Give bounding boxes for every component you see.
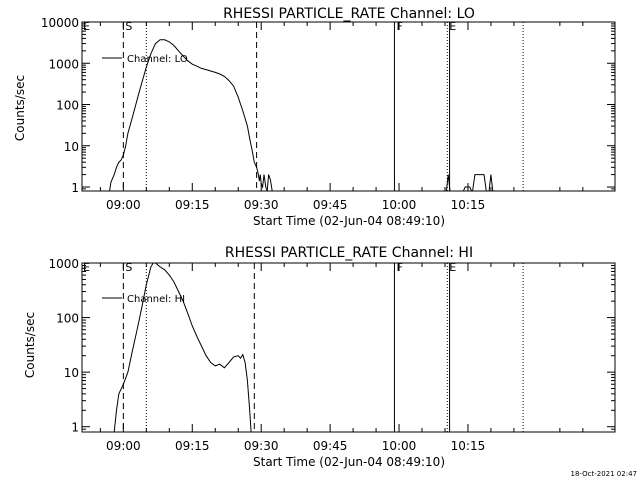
- panel1-legend-label: Channel: LO: [127, 54, 188, 65]
- panel1-ytick-label: 100: [56, 99, 79, 113]
- panel2-frame: [81, 262, 616, 433]
- panel2-ytick-label: 10: [64, 366, 79, 380]
- panel1-series-line-segment-3: [462, 186, 473, 191]
- panel1-xtick-label: 09:45: [313, 198, 348, 212]
- panel1-series-line-segment-1: [266, 174, 273, 191]
- panel2-ylabel: Counts/sec: [23, 312, 37, 378]
- panel2-ytick-label: 1000: [48, 257, 79, 271]
- panel1-left-edge-label: E: [83, 20, 90, 33]
- panel1-xtick-label: 09:15: [175, 198, 210, 212]
- panel1-xlabel: Start Time (02-Jun-04 08:49:10): [253, 214, 445, 228]
- panel1-vline-label: F: [396, 20, 402, 33]
- panel1-xtick-label: 10:00: [382, 198, 417, 212]
- panel1-vline-label: E: [449, 20, 456, 33]
- panel2-xtick-label: 09:45: [313, 439, 348, 453]
- panel2-ytick-label: 1: [71, 421, 79, 435]
- panel2-title: RHESSI PARTICLE_RATE Channel: HI: [225, 245, 473, 261]
- panel2-left-edge-label: E: [83, 261, 90, 274]
- panel1-series-line-segment-2: [445, 174, 451, 191]
- panel1-series-line-segment-0: [109, 39, 268, 191]
- panel2-vline-label: S: [125, 261, 132, 274]
- panel1-xtick-label: 09:30: [244, 198, 279, 212]
- panel2-vline-label: F: [396, 261, 402, 274]
- panel2-xlabel: Start Time (02-Jun-04 08:49:10): [253, 455, 445, 469]
- panel1-ytick-label: 1: [71, 181, 79, 195]
- panel1-title: RHESSI PARTICLE_RATE Channel: LO: [223, 6, 475, 22]
- panel2-xtick-label: 10:15: [451, 439, 486, 453]
- panel2-series-line-segment-0: [113, 263, 252, 432]
- panel1-ytick-label: 1000: [48, 57, 79, 71]
- panel1-series-line-segment-4: [472, 174, 487, 191]
- panel2-xtick-label: 10:00: [382, 439, 417, 453]
- panel1-ytick-label: 10000: [41, 16, 79, 30]
- footer-timestamp: 18-Oct-2021 02:47: [571, 470, 637, 478]
- panel2-ytick-label: 100: [56, 312, 79, 326]
- panel2-xtick-label: 09:15: [175, 439, 210, 453]
- panel1-ylabel: Counts/sec: [13, 75, 27, 141]
- panel1-ytick-label: 10: [64, 140, 79, 154]
- panel1-vline-label: S: [125, 20, 132, 33]
- panel2-vline-label: E: [449, 261, 456, 274]
- panel2-xtick-label: 09:30: [244, 439, 279, 453]
- panel1-series-line-segment-5: [488, 174, 494, 191]
- panel1-xtick-label: 10:15: [451, 198, 486, 212]
- panel2-xtick-label: 09:00: [106, 439, 141, 453]
- panel2-legend-label: Channel: HI: [127, 294, 185, 305]
- panel1-xtick-label: 09:00: [106, 198, 141, 212]
